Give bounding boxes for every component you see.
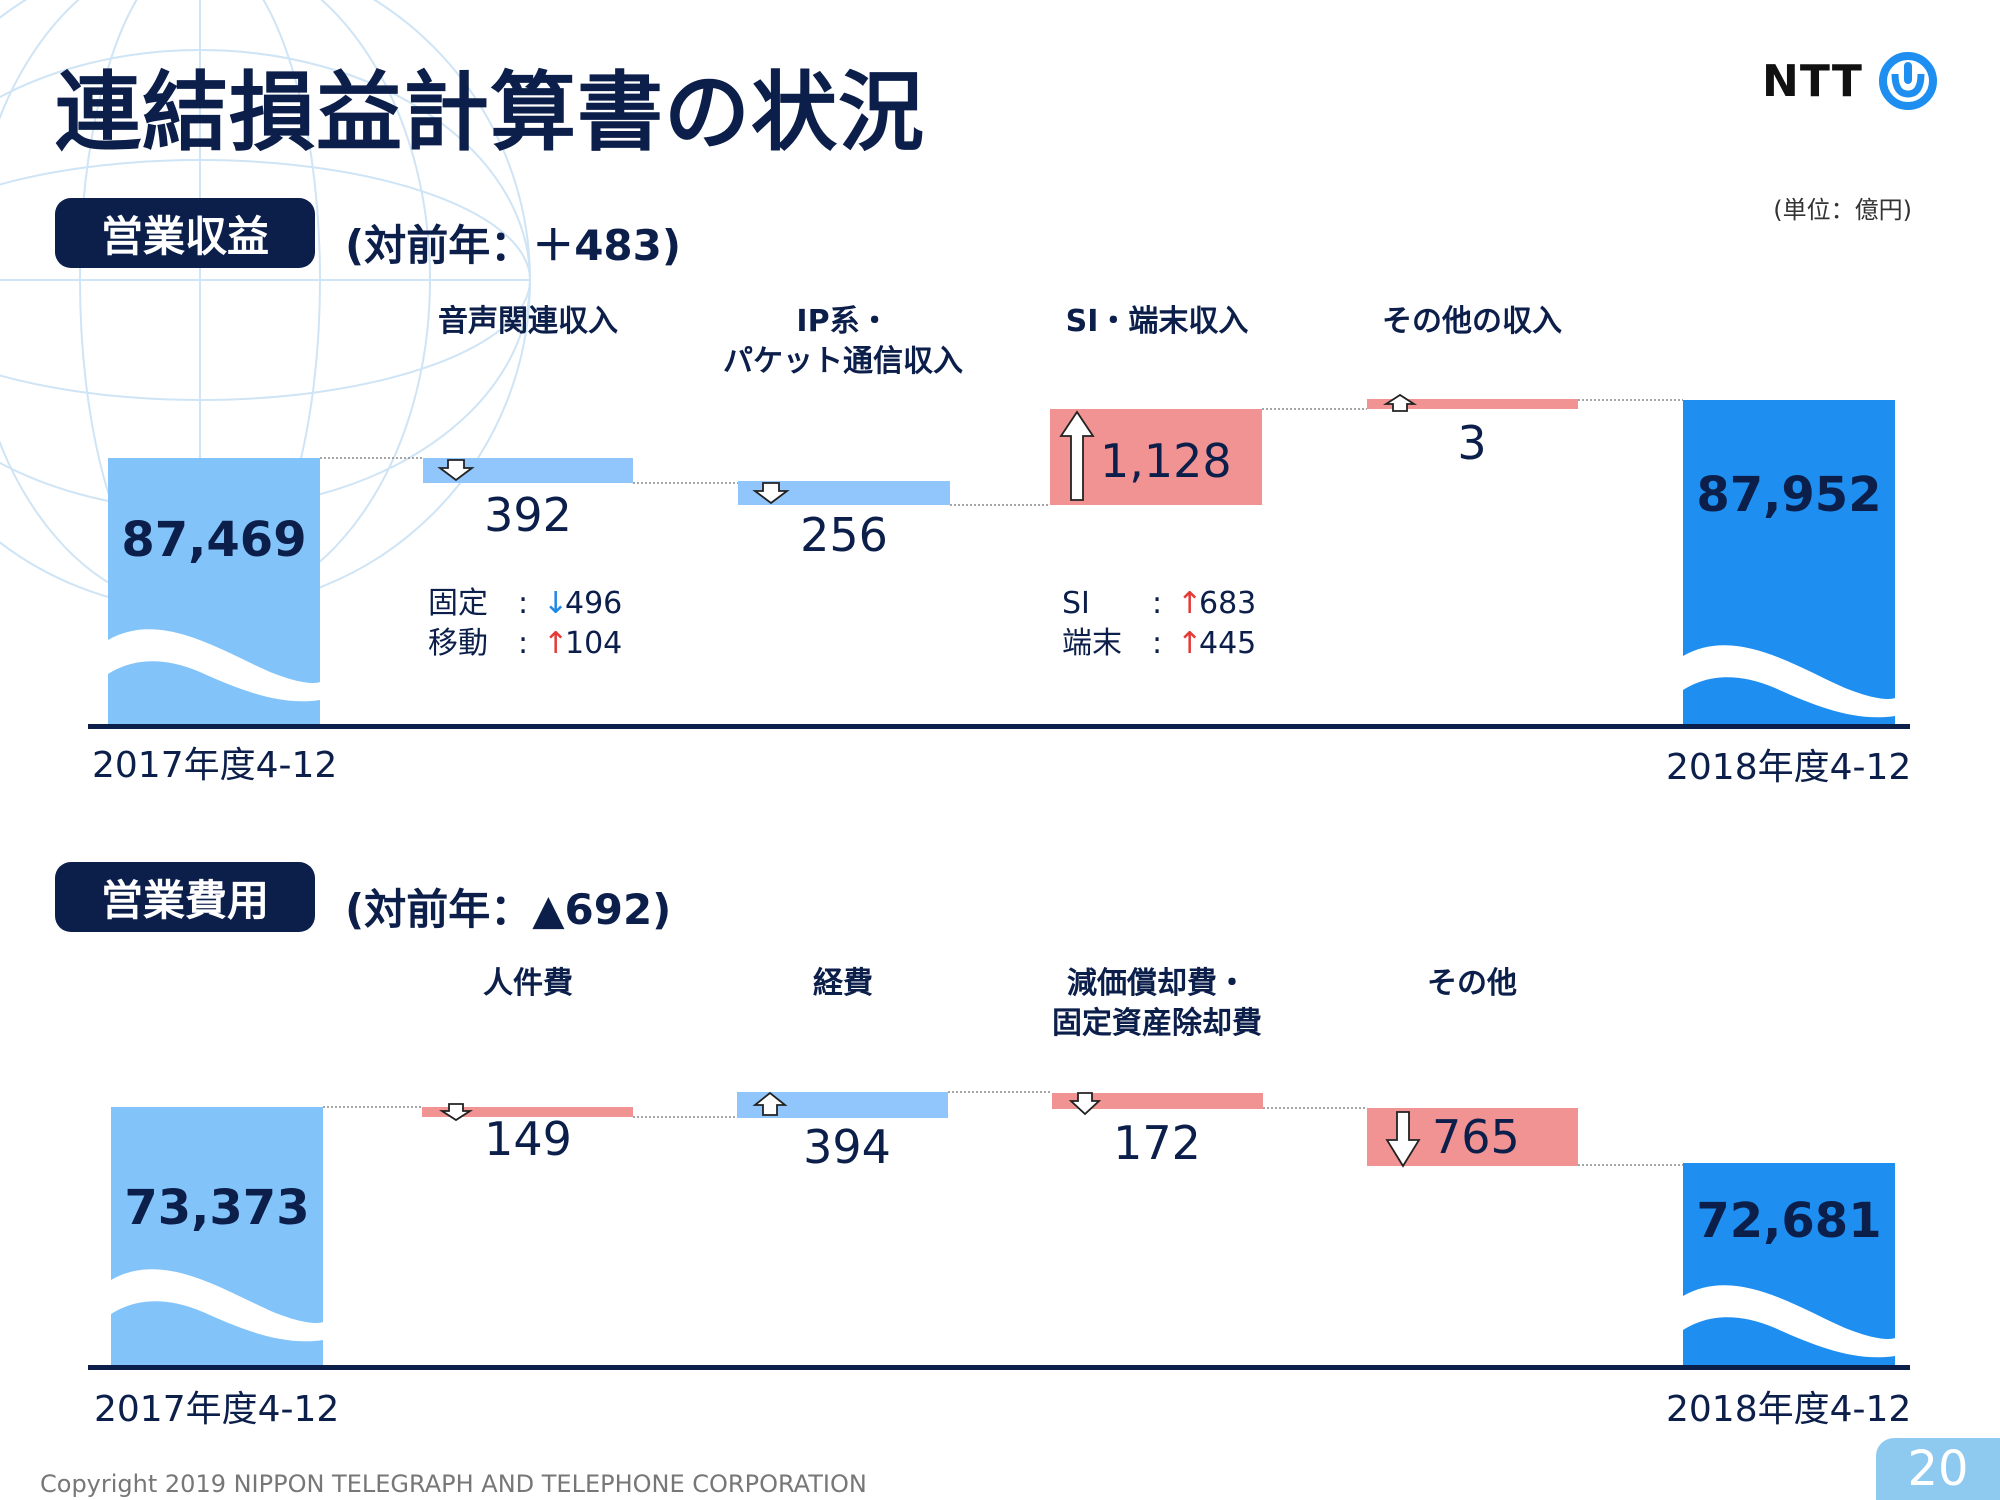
unit-label: (単位：億円): [1773, 196, 1912, 224]
revenue-baseline: [88, 724, 1910, 729]
cat-ip: IP系・ パケット通信収入: [693, 302, 993, 382]
expense-end-value: 72,681: [1696, 1193, 1882, 1249]
value-voice: 392: [484, 488, 572, 542]
si-device-value: 445: [1199, 626, 1257, 661]
logo-text: NTT: [1762, 55, 1863, 107]
page-title: 連結損益計算書の状況: [55, 63, 925, 163]
page-number: 20: [1876, 1438, 2000, 1500]
arrow-up-si-icon: [1059, 410, 1095, 501]
revenue-period-start: 2017年度4-12: [92, 745, 338, 786]
revenue-period-end: 2018年度4-12: [1666, 747, 1912, 788]
si-si-label: SI: [1062, 586, 1090, 621]
expense-baseline: [88, 1365, 1910, 1370]
arrow-down-small-icon: ↓: [543, 586, 569, 621]
bar-depreciation: [1052, 1093, 1263, 1109]
revenue-subtitle: (対前年：＋483): [345, 221, 682, 270]
voice-mobile-label: 移動: [428, 626, 488, 661]
expense-badge: 営業費用: [55, 862, 315, 932]
revenue-connectors: [320, 399, 1683, 506]
voice-fixed-label: 固定: [428, 586, 488, 621]
value-expenses: 394: [803, 1120, 891, 1174]
cat-other-expense: その他: [1427, 966, 1517, 1001]
si-si-value: 683: [1199, 586, 1257, 621]
cat-voice: 音声関連収入: [438, 304, 618, 339]
value-personnel: 149: [484, 1112, 572, 1166]
value-depreciation: 172: [1113, 1116, 1201, 1170]
revenue-badge: 営業収益: [55, 198, 315, 268]
bar-personnel: [422, 1107, 633, 1117]
arrow-up-small-icon: ↑: [1177, 626, 1203, 661]
revenue-end-bar: [1683, 400, 1895, 725]
value-si: 1,128: [1100, 434, 1232, 488]
arrow-up-expenses-icon: [752, 1091, 788, 1116]
value-other-expense: 765: [1432, 1110, 1520, 1164]
voice-mobile-value: 104: [565, 626, 623, 661]
si-breakdown: SI: ↑ 683 端末: ↑ 445: [1062, 584, 1256, 664]
revenue-end-value: 87,952: [1696, 467, 1882, 523]
expense-connectors: [323, 1091, 1683, 1166]
cat-personnel: 人件費: [483, 966, 573, 1001]
expense-end-bar: [1683, 1163, 1895, 1365]
cat-ip-line1: IP系・: [796, 304, 890, 339]
cat-si: SI・端末収入: [1065, 304, 1249, 339]
expense-start-value: 73,373: [124, 1180, 310, 1236]
revenue-start-bar: [108, 458, 320, 725]
arrow-down-depreciation-icon: [1068, 1092, 1102, 1116]
value-other-revenue: 3: [1457, 416, 1487, 470]
arrow-down-personnel-icon: [438, 1103, 474, 1122]
ntt-logo-mark-icon: [1878, 52, 1937, 110]
bar-other-revenue: [1367, 399, 1578, 409]
voice-fixed-value: 496: [565, 586, 623, 621]
cat-ip-line2: パケット通信収入: [723, 344, 963, 379]
cat-depreciation: 減価償却費・ 固定資産除却費: [1007, 964, 1307, 1044]
arrow-up-other-icon: [1382, 393, 1418, 412]
ntt-logo: NTT: [1762, 50, 1939, 112]
expense-subtitle: (対前年：▲692): [345, 885, 672, 934]
revenue-start-value: 87,469: [121, 512, 307, 568]
value-ip: 256: [800, 508, 888, 562]
voice-breakdown: 固定: ↓ 496 移動: ↑ 104: [428, 584, 622, 664]
arrow-up-small-icon: ↑: [1177, 586, 1203, 621]
cat-expenses: 経費: [813, 966, 873, 1001]
expense-start-bar: [111, 1107, 323, 1365]
cat-dep-line1: 減価償却費・: [1067, 966, 1247, 1001]
copyright: Copyright 2019 NIPPON TELEGRAPH AND TELE…: [40, 1470, 867, 1498]
arrow-down-ip-icon: [752, 482, 790, 505]
arrow-down-voice-icon: [437, 459, 475, 482]
expense-period-start: 2017年度4-12: [94, 1389, 340, 1430]
cat-dep-line2: 固定資産除却費: [1052, 1006, 1262, 1041]
cat-other-revenue: その他の収入: [1382, 304, 1562, 339]
expense-period-end: 2018年度4-12: [1666, 1389, 1912, 1430]
si-device-label: 端末: [1062, 626, 1122, 661]
arrow-up-small-icon: ↑: [543, 626, 569, 661]
arrow-down-other-expense-icon: [1385, 1111, 1421, 1168]
